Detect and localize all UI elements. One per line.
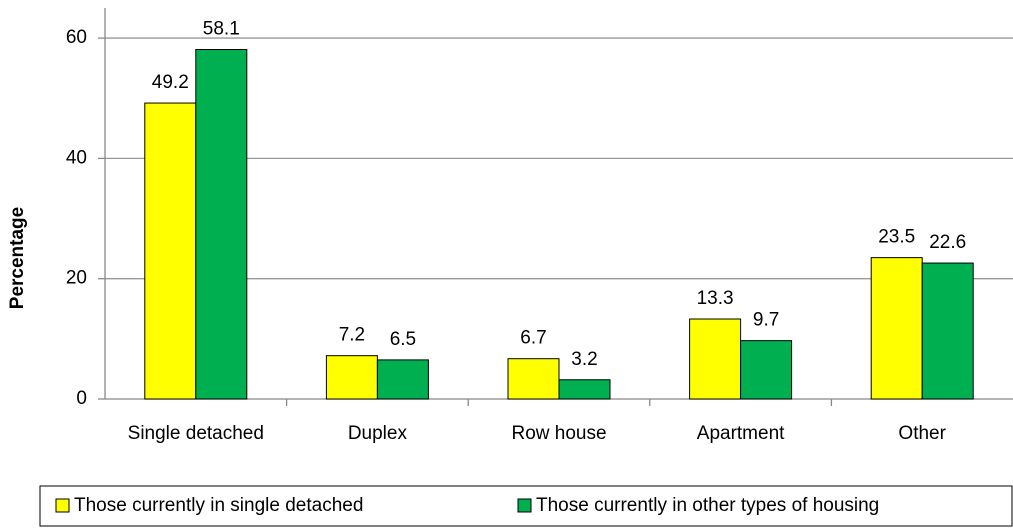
value-label: 7.2 bbox=[339, 325, 365, 346]
legend-label: Those currently in single detached bbox=[74, 495, 363, 516]
bar bbox=[870, 257, 923, 400]
value-label: 58.1 bbox=[203, 19, 240, 40]
legend-swatch bbox=[517, 498, 532, 513]
value-label: 23.5 bbox=[878, 227, 915, 248]
bar bbox=[689, 318, 742, 400]
x-tick-label: Apartment bbox=[697, 423, 785, 444]
bar bbox=[376, 359, 429, 400]
x-tick-label: Duplex bbox=[348, 423, 408, 444]
value-label: 13.3 bbox=[697, 288, 734, 309]
bar bbox=[921, 262, 974, 400]
bar bbox=[558, 379, 611, 400]
bar bbox=[740, 340, 793, 400]
x-tick-label: Other bbox=[898, 423, 946, 444]
x-tick-label: Row house bbox=[511, 423, 606, 444]
value-label: 49.2 bbox=[152, 72, 189, 93]
x-tick-label: Single detached bbox=[128, 423, 264, 444]
bar bbox=[507, 358, 560, 400]
y-tick-label: 60 bbox=[66, 27, 87, 48]
value-label: 22.6 bbox=[929, 232, 966, 253]
y-tick-label: 20 bbox=[66, 268, 87, 289]
value-label: 3.2 bbox=[571, 349, 597, 370]
value-label: 9.7 bbox=[753, 310, 779, 331]
bar bbox=[195, 49, 248, 400]
y-axis-label: Percentage bbox=[7, 207, 28, 309]
bar bbox=[325, 355, 378, 400]
legend-label: Those currently in other types of housin… bbox=[536, 495, 879, 516]
legend-swatch bbox=[55, 498, 70, 513]
y-tick-label: 40 bbox=[66, 147, 87, 168]
bar bbox=[144, 102, 197, 400]
value-label: 6.7 bbox=[520, 328, 546, 349]
value-label: 6.5 bbox=[390, 329, 416, 350]
y-tick-label: 0 bbox=[76, 388, 87, 409]
